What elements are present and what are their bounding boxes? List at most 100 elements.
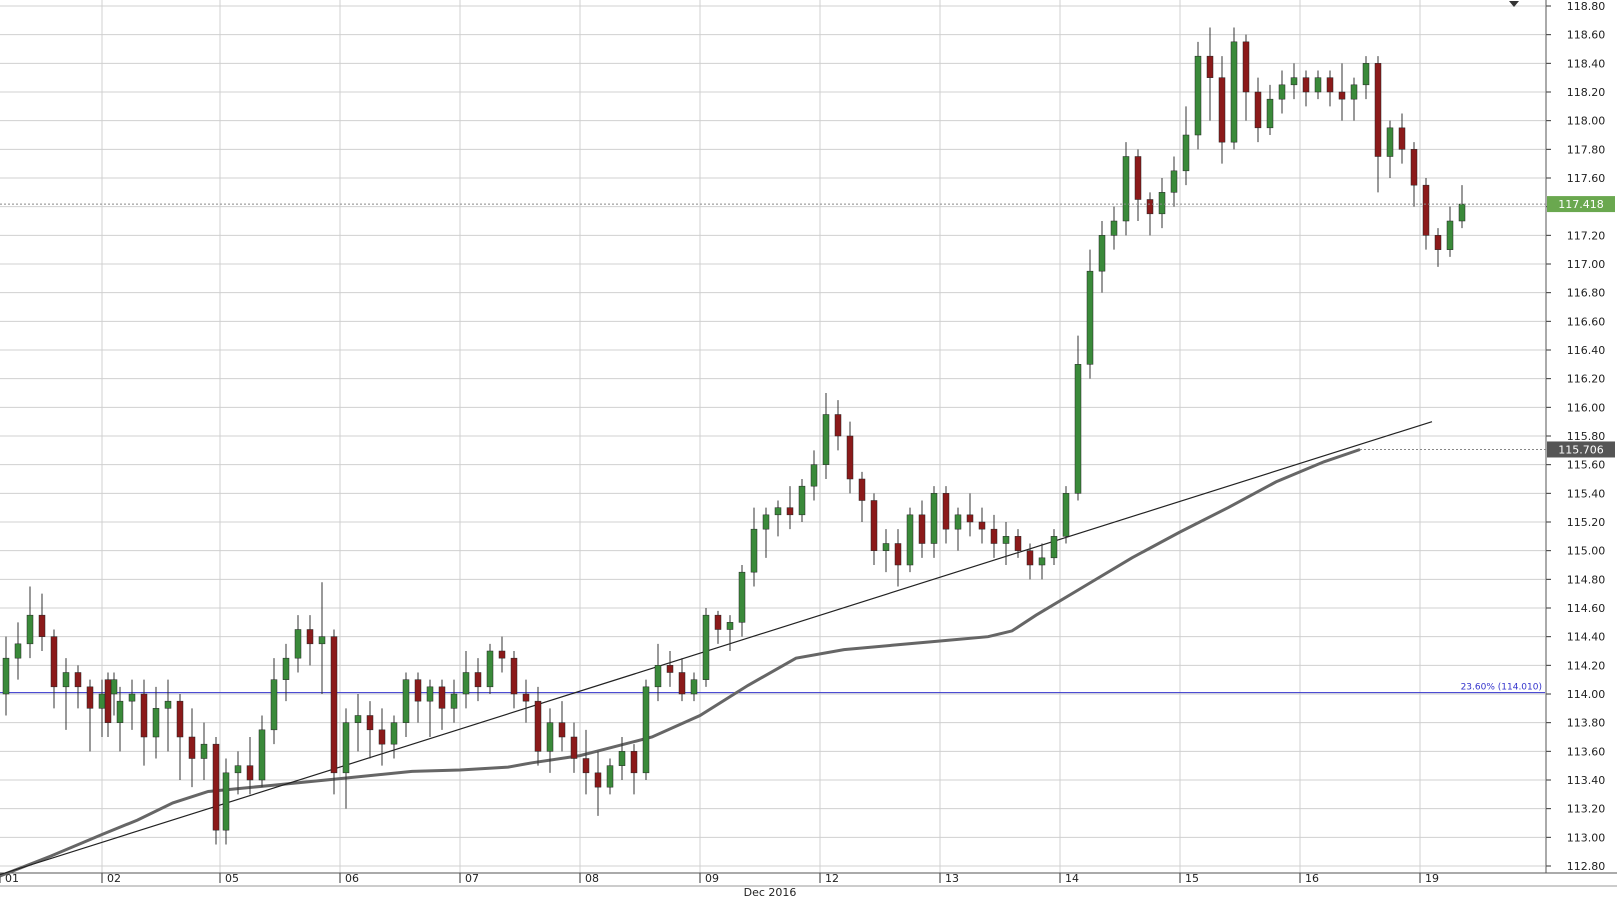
candle-body [654, 665, 662, 688]
candle-body [1374, 63, 1382, 157]
y-tick-label: 118.00 [1567, 115, 1606, 128]
x-tick-label: 05 [225, 872, 239, 885]
candle-body [450, 693, 458, 709]
candle-body [558, 722, 566, 738]
candle-body [498, 650, 506, 659]
candle-body [128, 693, 136, 702]
candle-body [1074, 364, 1082, 494]
candle-body [570, 736, 578, 759]
y-tick-label: 117.00 [1567, 258, 1606, 271]
candle-body [38, 614, 46, 637]
candle-body [212, 743, 220, 831]
y-tick-label: 118.60 [1567, 29, 1606, 42]
y-tick-label: 115.20 [1567, 516, 1606, 529]
candle-body [116, 700, 124, 723]
candle-body [1062, 493, 1070, 537]
y-tick-label: 117.20 [1567, 229, 1606, 242]
candle-body [426, 686, 434, 702]
y-tick-label: 114.80 [1567, 573, 1606, 586]
candle-body [846, 435, 854, 480]
moving-average-line [0, 448, 1361, 878]
x-tick-label: 14 [1065, 872, 1079, 885]
y-tick-label: 114.00 [1567, 688, 1606, 701]
candle-body [414, 679, 422, 702]
candle-body [1314, 77, 1322, 93]
y-tick-label: 113.40 [1567, 774, 1606, 787]
candle-body [176, 700, 184, 738]
candle-body [474, 672, 482, 688]
candle-body [882, 543, 890, 551]
candle-body [990, 528, 998, 544]
candle-body [942, 493, 950, 530]
candle-body [750, 528, 758, 573]
y-tick-label: 114.20 [1567, 659, 1606, 672]
candle-body [1002, 536, 1010, 544]
candle-body [318, 636, 326, 645]
candle-body [1050, 536, 1058, 559]
y-tick-label: 116.80 [1567, 287, 1606, 300]
y-tick-label: 113.20 [1567, 803, 1606, 816]
candle-body [1242, 41, 1250, 93]
scroll-marker-icon[interactable] [1509, 1, 1519, 7]
candle-body [1014, 536, 1022, 551]
candle-body [786, 507, 794, 516]
candle-body [50, 636, 58, 688]
candle-body [342, 722, 350, 774]
candle-body [222, 772, 230, 831]
ma-price-label: 115.706 [1558, 443, 1604, 456]
candle-body [1254, 91, 1262, 129]
candle-body [1386, 127, 1394, 157]
candle-body [1278, 84, 1286, 100]
candle-body [366, 715, 374, 731]
candle-body [26, 614, 34, 645]
y-tick-label: 116.20 [1567, 373, 1606, 386]
candle-body [14, 643, 22, 659]
candle-body [1206, 55, 1214, 78]
candle-body [606, 765, 614, 788]
candle-body [438, 686, 446, 709]
candle-body [522, 693, 530, 702]
x-tick-label: 13 [945, 872, 959, 885]
candle-body [1350, 84, 1358, 100]
candle-body [74, 672, 82, 688]
candle-body [462, 672, 470, 695]
candle-body [1338, 91, 1346, 100]
ma-price-tag [1547, 441, 1615, 458]
candle-body [738, 571, 746, 623]
candle-body [798, 485, 806, 516]
candle-body [1434, 235, 1442, 250]
candle-body [86, 686, 94, 709]
candle-body [246, 765, 254, 781]
x-tick-label: 01 [5, 872, 19, 885]
candle-body [378, 729, 386, 745]
y-tick-label: 114.60 [1567, 602, 1606, 615]
candle-body [1086, 270, 1094, 365]
candle-body [510, 657, 518, 695]
candle-body [390, 722, 398, 745]
candle-body [714, 614, 722, 630]
candle-body [164, 700, 172, 709]
candle-body [906, 514, 914, 566]
x-tick-label: 19 [1425, 872, 1439, 885]
candle-body [258, 729, 266, 781]
y-tick-label: 113.80 [1567, 717, 1606, 730]
candle-body [140, 693, 148, 738]
y-tick-label: 117.80 [1567, 143, 1606, 156]
y-tick-label: 116.40 [1567, 344, 1606, 357]
candle-body [870, 500, 878, 551]
y-tick-label: 115.60 [1567, 459, 1606, 472]
candle-body [1458, 203, 1466, 222]
candle-body [402, 679, 410, 723]
candle-body [354, 715, 362, 723]
candle-body [678, 672, 686, 695]
candle-body [1290, 77, 1298, 86]
candle-body [966, 514, 974, 523]
y-tick-label: 113.00 [1567, 831, 1606, 844]
x-tick-label: 12 [825, 872, 839, 885]
candle-body [894, 543, 902, 566]
candle-body [188, 736, 196, 759]
candle-body [1134, 156, 1142, 200]
candle-body [306, 629, 314, 645]
trendline [0, 421, 1433, 876]
candle-body [762, 514, 770, 530]
